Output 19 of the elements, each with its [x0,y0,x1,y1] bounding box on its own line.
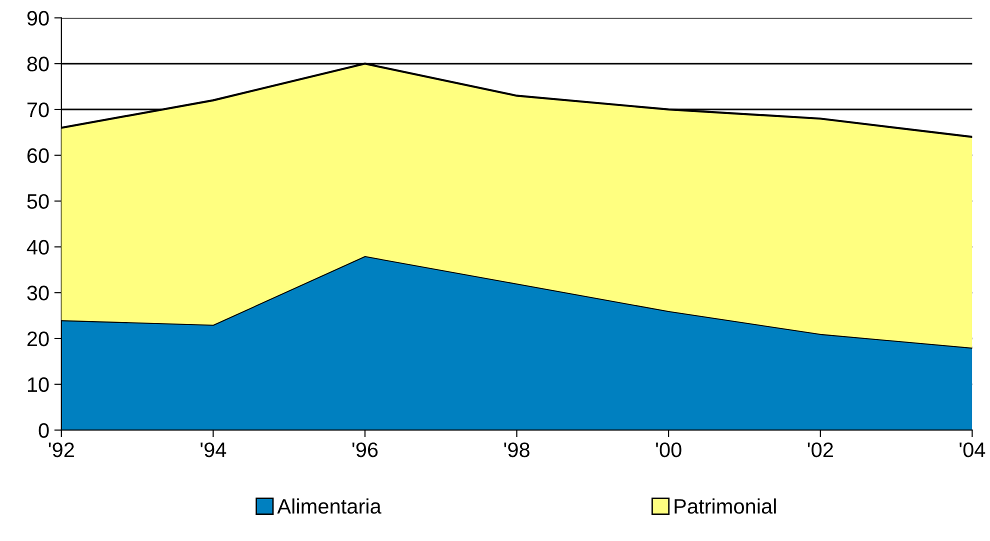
y-tick-label: 70 [27,102,49,118]
legend-label: Alimentaria [277,498,382,514]
x-tick-label: '00 [656,442,682,458]
x-tick-label: '98 [504,442,530,458]
y-tick-label: 60 [27,148,49,164]
y-tick-label: 20 [27,331,49,346]
x-tick-label: '02 [808,442,833,458]
x-tick-label: '04 [960,442,986,458]
y-tick-label: 10 [28,377,49,392]
y-tick-label: 80 [27,56,49,72]
x-tick-label: '94 [200,442,226,458]
y-tick-label: 0 [38,423,49,438]
y-tick-label: 30 [27,286,49,300]
x-tick-label: '92 [48,442,74,458]
y-tick-label: 40 [26,240,49,255]
y-tick-label: 90 [27,10,49,26]
legend-label: Patrimonial [674,498,776,514]
x-tick-label: '96 [352,442,378,458]
y-tick-label: 50 [27,194,49,209]
